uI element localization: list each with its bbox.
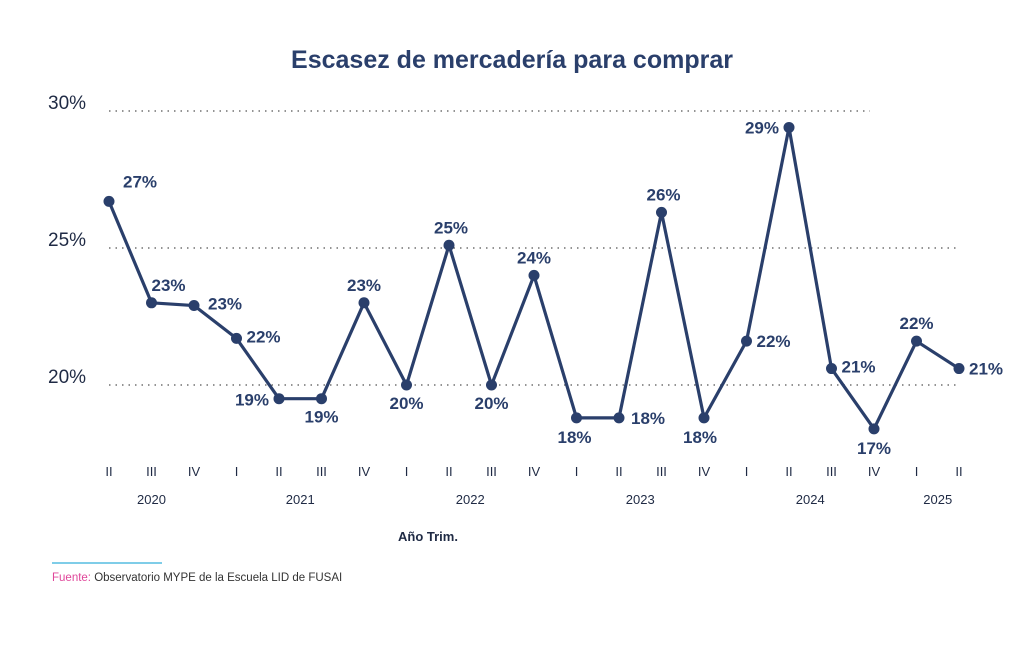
data-label: 23% [208,295,242,314]
x-tick-label: IV [698,464,711,479]
data-point [443,239,455,251]
data-point [698,412,710,424]
x-tick-label: IV [528,464,541,479]
x-tick-label: IV [188,464,201,479]
year-label: 2023 [626,492,655,507]
x-tick-label: I [235,464,239,479]
x-tick-label: III [486,464,497,479]
data-label: 23% [152,276,186,295]
x-tick-label: II [615,464,622,479]
data-label: 18% [683,428,717,447]
data-label: 21% [842,358,876,377]
x-tick-label: III [146,464,157,479]
x-tick-label: IV [868,464,881,479]
x-tick-label: I [915,464,919,479]
data-point [358,297,370,309]
x-tick-label: IV [358,464,371,479]
data-label: 24% [517,248,551,267]
data-point [656,206,667,218]
data-point [571,412,582,424]
year-label: 2024 [796,492,825,507]
data-point [868,423,880,435]
data-label: 18% [557,428,591,447]
data-point [911,335,922,347]
data-point [528,269,540,281]
data-label: 22% [247,327,281,346]
data-point [316,393,327,405]
data-label: 20% [474,394,508,413]
data-label: 26% [646,185,680,204]
source-divider [52,562,162,564]
data-point [953,363,965,375]
data-label: 17% [857,439,891,458]
data-label: 22% [757,332,791,351]
y-tick-label: 30% [48,93,86,114]
source-note: Fuente: Observatorio MYPE de la Escuela … [52,572,342,584]
year-label: 2021 [286,492,315,507]
data-label: 19% [235,391,269,410]
x-tick-label: I [745,464,749,479]
x-tick-label: II [275,464,282,479]
x-tick-label: II [445,464,452,479]
data-label: 29% [745,118,779,137]
data-point [613,412,625,424]
data-label: 23% [347,276,381,295]
data-label: 21% [969,360,1003,379]
data-point [741,335,752,347]
data-point [401,379,412,391]
data-label: 22% [899,314,933,333]
chart-title: Escasez de mercadería para comprar [291,46,733,74]
x-tick-label: II [955,464,962,479]
y-tick-label: 20% [48,367,86,388]
data-point [103,195,115,207]
x-tick-label: III [316,464,327,479]
data-point [188,300,200,312]
x-tick-label: I [405,464,409,479]
data-point [146,297,157,309]
data-point [231,332,242,344]
year-label: 2022 [456,492,485,507]
data-point [486,379,497,391]
year-label: 2020 [137,492,166,507]
data-label: 18% [631,409,665,428]
x-axis-label: Año Trim. [398,529,458,544]
year-label: 2025 [923,492,952,507]
x-tick-label: III [656,464,667,479]
data-label: 25% [434,218,468,237]
source-label: Fuente: [52,572,91,584]
x-tick-label: II [105,464,112,479]
data-label: 27% [123,172,157,191]
data-point [273,393,285,405]
data-label: 20% [389,394,423,413]
x-tick-label: III [826,464,837,479]
data-point [783,121,795,133]
x-tick-label: I [575,464,579,479]
y-tick-label: 25% [48,230,86,251]
x-tick-label: II [785,464,792,479]
data-label: 19% [304,408,338,427]
data-point [826,363,837,375]
source-text: Observatorio MYPE de la Escuela LID de F… [91,572,343,584]
